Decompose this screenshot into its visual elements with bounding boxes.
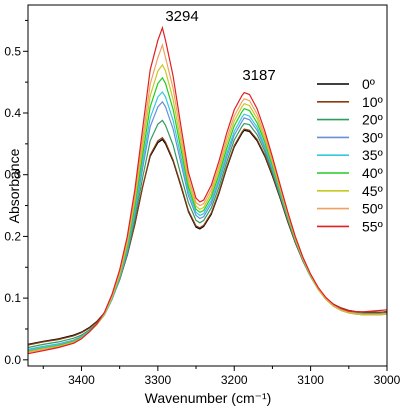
legend-label-0: 0º	[362, 76, 375, 92]
y-tick-label: 0.2	[4, 229, 21, 243]
x-tick-label: 3400	[68, 373, 95, 387]
x-axis-label: Wavenumber (cm⁻¹)	[145, 390, 272, 406]
series-line-8	[27, 25, 388, 355]
y-tick-label: 0.5	[4, 44, 21, 58]
y-tick-label: 0.1	[4, 291, 21, 305]
y-axis-label: Absorbance	[6, 148, 22, 223]
legend-label-5: 40º	[362, 165, 383, 181]
legend-label-8: 55º	[362, 218, 383, 234]
legend-label-6: 45º	[362, 183, 383, 199]
legend-label-7: 50º	[362, 201, 383, 217]
x-tick-label: 3000	[374, 373, 401, 387]
y-tick-label: 0.4	[4, 106, 21, 120]
y-tick-label: 0.0	[4, 353, 21, 367]
plot-frame	[27, 4, 388, 367]
annotation-peak-2: 3187	[242, 67, 275, 84]
axis-layer: 3400 3300 3200 3100 3000 0.0 0.1 0.2 0.3 0.4 0.5	[4, 19, 401, 387]
series-layer	[27, 25, 388, 355]
x-tick-label: 3200	[221, 373, 248, 387]
legend-label-4: 35º	[362, 147, 383, 163]
x-tick-label: 3300	[144, 373, 171, 387]
legend-label-2: 20º	[362, 112, 383, 128]
series-line-7	[27, 43, 388, 353]
x-tick-label: 3100	[297, 373, 324, 387]
legend-label-1: 10º	[362, 94, 383, 110]
legend-label-3: 30º	[362, 129, 383, 145]
y-tick-label: 0.3	[4, 168, 21, 182]
annotation-peak-1: 3294	[165, 8, 198, 25]
